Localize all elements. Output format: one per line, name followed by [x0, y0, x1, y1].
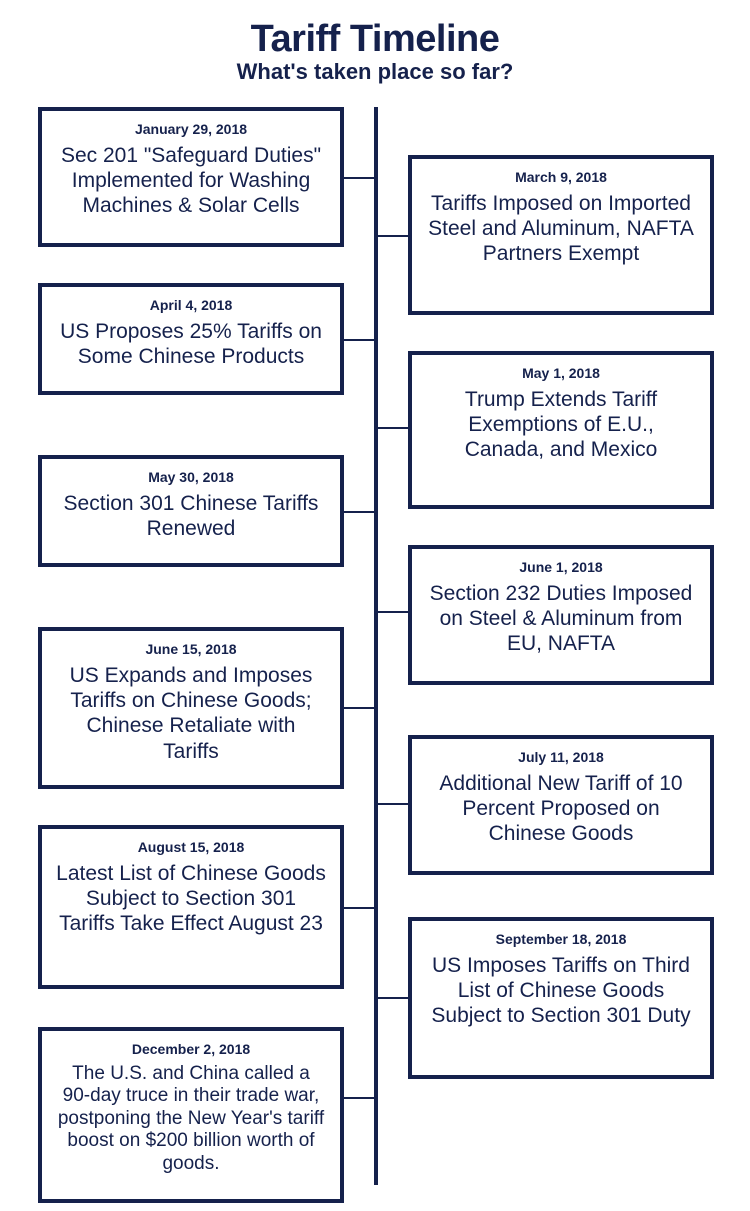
timeline-connector	[376, 997, 408, 999]
timeline-connector	[344, 177, 376, 179]
timeline-event: July 11, 2018 Additional New Tariff of 10…	[408, 735, 714, 875]
event-date: May 30, 2018	[56, 469, 326, 485]
timeline-spine	[374, 107, 378, 1185]
timeline-event: March 9, 2018 Tariffs Imposed on Imported…	[408, 155, 714, 315]
event-date: March 9, 2018	[426, 169, 696, 185]
timeline: January 29, 2018 Sec 201 "Safeguard Dutie…	[0, 107, 750, 1207]
event-date: July 11, 2018	[426, 749, 696, 765]
event-body: Section 232 Duties Imposed on Steel & Al…	[426, 581, 696, 657]
timeline-event: May 1, 2018 Trump Extends Tariff Exemptio…	[408, 351, 714, 509]
event-body: Tariffs Imposed on Imported Steel and Al…	[426, 191, 696, 267]
event-date: April 4, 2018	[56, 297, 326, 313]
event-body: US Proposes 25% Tariffs on Some Chinese …	[56, 319, 326, 369]
event-date: August 15, 2018	[56, 839, 326, 855]
timeline-connector	[344, 907, 376, 909]
timeline-connector	[376, 235, 408, 237]
event-body: US Expands and Imposes Tariffs on Chines…	[56, 663, 326, 764]
timeline-event: April 4, 2018 US Proposes 25% Tariffs on …	[38, 283, 344, 395]
timeline-event: August 15, 2018 Latest List of Chinese Go…	[38, 825, 344, 989]
timeline-connector	[376, 611, 408, 613]
event-date: September 18, 2018	[426, 931, 696, 947]
timeline-event: May 30, 2018 Section 301 Chinese Tariffs …	[38, 455, 344, 567]
page-subtitle: What's taken place so far?	[0, 59, 750, 85]
event-body: Latest List of Chinese Goods Subject to …	[56, 861, 326, 937]
timeline-event: June 15, 2018 US Expands and Imposes Tari…	[38, 627, 344, 789]
event-body: Trump Extends Tariff Exemptions of E.U.,…	[426, 387, 696, 463]
event-date: June 15, 2018	[56, 641, 326, 657]
timeline-event: January 29, 2018 Sec 201 "Safeguard Dutie…	[38, 107, 344, 247]
timeline-connector	[344, 707, 376, 709]
timeline-connector	[376, 427, 408, 429]
event-body: Section 301 Chinese Tariffs Renewed	[56, 491, 326, 541]
event-body: US Imposes Tariffs on Third List of Chin…	[426, 953, 696, 1029]
timeline-event: September 18, 2018 US Imposes Tariffs on …	[408, 917, 714, 1079]
timeline-connector	[376, 803, 408, 805]
page-title: Tariff Timeline	[0, 18, 750, 61]
event-body: The U.S. and China called a 90-day truce…	[56, 1063, 326, 1175]
event-date: January 29, 2018	[56, 121, 326, 137]
event-date: December 2, 2018	[56, 1041, 326, 1057]
event-body: Additional New Tariff of 10 Percent Prop…	[426, 771, 696, 847]
event-body: Sec 201 "Safeguard Duties" Implemented f…	[56, 143, 326, 219]
header: Tariff Timeline What's taken place so fa…	[0, 0, 750, 85]
timeline-event: December 2, 2018 The U.S. and China calle…	[38, 1027, 344, 1203]
timeline-connector	[344, 339, 376, 341]
event-date: June 1, 2018	[426, 559, 696, 575]
event-date: May 1, 2018	[426, 365, 696, 381]
timeline-event: June 1, 2018 Section 232 Duties Imposed o…	[408, 545, 714, 685]
timeline-connector	[344, 511, 376, 513]
timeline-connector	[344, 1097, 376, 1099]
